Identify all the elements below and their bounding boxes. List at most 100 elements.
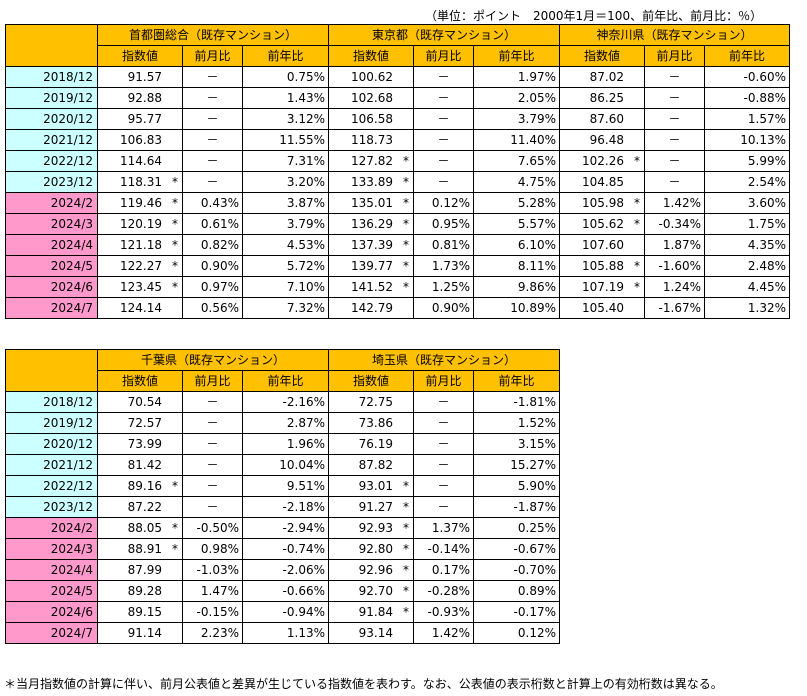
table-row: 2024/3 88.91 * 0.98% -0.74% 92.80 * -0.14% -0.67…: [5, 538, 560, 560]
yoy-change: 1.75%: [704, 213, 790, 235]
yoy-change: -0.88%: [704, 87, 790, 109]
index-value: 91.57: [127, 70, 162, 84]
index-value: 137.39: [351, 238, 393, 252]
row-label: 2024/6: [5, 276, 98, 298]
index-value-cell: 127.82 *: [328, 150, 414, 172]
index-value-cell: 73.86: [328, 412, 414, 434]
index-value-cell: 121.18 *: [97, 234, 183, 256]
index-value-cell: 142.79: [328, 297, 414, 319]
region-header: 神奈川県（既存マンション）: [559, 24, 790, 46]
revision-mark: *: [403, 521, 409, 535]
index-value: 91.27: [358, 500, 393, 514]
column-header: 指数値: [559, 45, 645, 67]
index-value: 114.64: [120, 154, 162, 168]
mom-change: 0.43%: [182, 192, 243, 214]
row-label: 2024/4: [5, 234, 98, 256]
mom-change: －: [413, 171, 474, 193]
yoy-change: -0.94%: [242, 601, 329, 623]
revision-mark: *: [172, 280, 178, 294]
yoy-change: 4.53%: [242, 234, 329, 256]
index-value: 88.91: [127, 542, 162, 556]
mom-change: 0.12%: [413, 192, 474, 214]
table-row: 2023/12 118.31 * － 3.20% 133.89 * － 4.75% 104.85 －…: [5, 171, 790, 193]
mom-change: 0.17%: [413, 559, 474, 581]
revision-mark: *: [172, 175, 178, 189]
table-row: 2021/12 81.42 － 10.04% 87.82 － 15.27%: [5, 454, 560, 476]
yoy-change: 4.75%: [473, 171, 560, 193]
index-value: 81.42: [127, 458, 162, 472]
revision-mark: *: [403, 479, 409, 493]
mom-change: -1.60%: [644, 255, 705, 277]
revision-mark: *: [403, 196, 409, 210]
column-header: 前年比: [473, 45, 560, 67]
yoy-change: 5.90%: [473, 475, 560, 497]
mom-change: 1.25%: [413, 276, 474, 298]
index-value: 89.28: [127, 584, 162, 598]
index-value-cell: 70.54: [97, 391, 183, 413]
index-value-cell: 104.85: [559, 171, 645, 193]
index-value: 87.02: [589, 70, 624, 84]
index-value: 87.99: [127, 563, 162, 577]
table-row: 2018/12 91.57 － 0.75% 100.62 － 1.97% 87.02 － -0.6…: [5, 66, 790, 88]
mom-change: －: [413, 66, 474, 88]
index-value: 106.58: [351, 112, 393, 126]
revision-mark: *: [403, 500, 409, 514]
yoy-change: 3.20%: [242, 171, 329, 193]
unit-note: （単位：ポイント 2000年1月＝100、前年比、前月比：％）: [425, 9, 763, 23]
mom-change: －: [413, 108, 474, 130]
index-value: 107.60: [582, 238, 624, 252]
index-value-cell: 81.42: [97, 454, 183, 476]
index-value-cell: 91.27 *: [328, 496, 414, 518]
index-value-cell: 124.14: [97, 297, 183, 319]
index-value-cell: 118.31 *: [97, 171, 183, 193]
index-value-cell: 91.84 *: [328, 601, 414, 623]
yoy-change: 3.87%: [242, 192, 329, 214]
index-value: 123.45: [120, 280, 162, 294]
yoy-change: 5.99%: [704, 150, 790, 172]
mom-change: －: [644, 87, 705, 109]
yoy-change: 2.54%: [704, 171, 790, 193]
index-value-cell: 120.19 *: [97, 213, 183, 235]
revision-mark: *: [634, 154, 640, 168]
yoy-change: 2.48%: [704, 255, 790, 277]
index-value-cell: 118.73: [328, 129, 414, 151]
mom-change: 0.61%: [182, 213, 243, 235]
mom-change: -1.03%: [182, 559, 243, 581]
row-label: 2019/12: [5, 87, 98, 109]
region-header: 東京都（既存マンション）: [328, 24, 560, 46]
mom-change: －: [413, 433, 474, 455]
yoy-change: -1.81%: [473, 391, 560, 413]
index-value-cell: 92.96 *: [328, 559, 414, 581]
yoy-change: 3.79%: [242, 213, 329, 235]
row-label: 2024/2: [5, 192, 98, 214]
mom-change: －: [182, 129, 243, 151]
yoy-change: 15.27%: [473, 454, 560, 476]
mom-change: －: [182, 454, 243, 476]
yoy-change: -0.70%: [473, 559, 560, 581]
index-value-cell: 119.46 *: [97, 192, 183, 214]
index-value: 133.89: [351, 175, 393, 189]
yoy-change: 9.51%: [242, 475, 329, 497]
index-value-cell: 106.58: [328, 108, 414, 130]
index-value: 105.88: [582, 259, 624, 273]
row-label: 2024/2: [5, 517, 98, 539]
yoy-change: -2.94%: [242, 517, 329, 539]
yoy-change: 4.45%: [704, 276, 790, 298]
index-value-cell: 92.88: [97, 87, 183, 109]
index-value: 92.93: [358, 521, 393, 535]
table-row: 2024/7 124.14 0.56% 7.32% 142.79 0.90% 10.89% 1…: [5, 297, 790, 319]
row-label: 2024/3: [5, 213, 98, 235]
yoy-change: 3.15%: [473, 433, 560, 455]
index-value: 92.96: [358, 563, 393, 577]
region-header: 千葉県（既存マンション）: [97, 349, 329, 371]
revision-mark: *: [172, 238, 178, 252]
revision-mark: *: [403, 238, 409, 252]
mom-change: 0.90%: [413, 297, 474, 319]
index-value: 135.01: [351, 196, 393, 210]
mom-change: －: [413, 391, 474, 413]
row-label: 2021/12: [5, 129, 98, 151]
yoy-change: 0.89%: [473, 580, 560, 602]
index-value-cell: 105.62 *: [559, 213, 645, 235]
row-label: 2024/5: [5, 255, 98, 277]
index-value-cell: 102.26 *: [559, 150, 645, 172]
